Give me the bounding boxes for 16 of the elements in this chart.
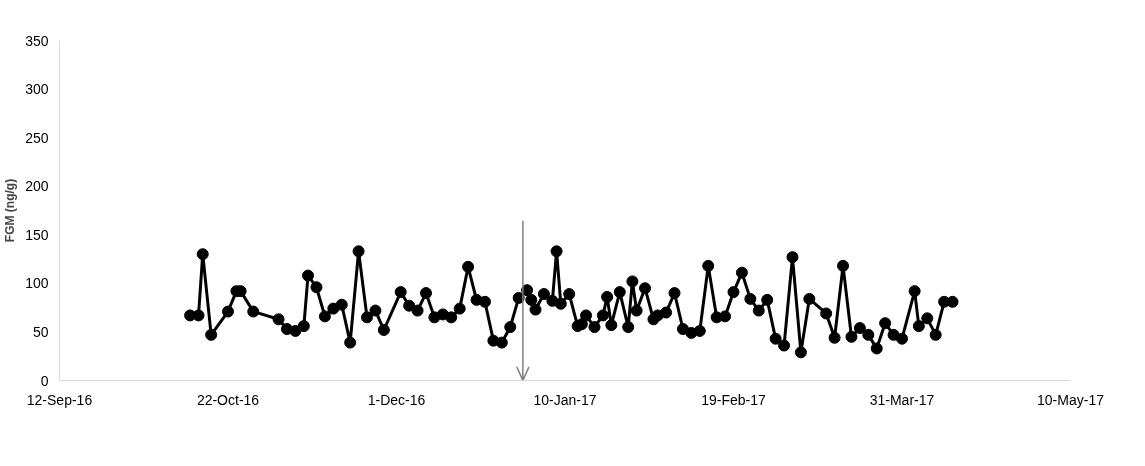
y-tick-label: 250 — [25, 129, 49, 146]
y-axis-title: FGM (ng/g) — [3, 178, 18, 243]
x-tick-label: 12-Sep-16 — [26, 391, 93, 408]
y-tick-label: 0 — [40, 372, 49, 389]
y-tick-label: 200 — [25, 178, 49, 195]
y-tick-label: 350 — [25, 32, 49, 49]
x-tick-label: 1-Dec-16 — [367, 391, 426, 408]
y-tick-label: 300 — [25, 81, 49, 98]
x-tick-label: 22-Oct-16 — [196, 391, 260, 408]
y-tick-label: 150 — [25, 226, 49, 243]
x-tick-label: 19-Feb-17 — [701, 391, 767, 408]
y-tick-label: 50 — [32, 323, 49, 340]
x-tick-label: 10-Jan-17 — [533, 391, 597, 408]
x-tick-label: 10-May-17 — [1037, 391, 1105, 408]
y-tick-label: 100 — [25, 275, 49, 292]
x-tick-label: 31-Mar-17 — [869, 391, 935, 408]
